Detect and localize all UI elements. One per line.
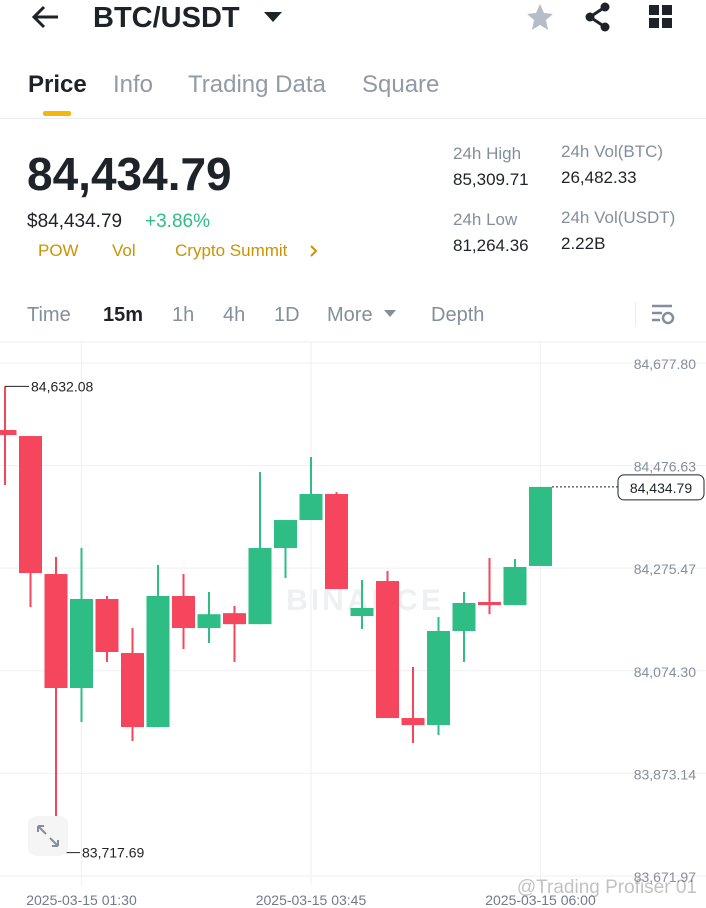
stat-value: 85,309.71 [453,170,529,189]
candle-body [223,613,246,625]
more-arrow [384,310,396,317]
extreme-label: 83,717.69 [82,845,144,861]
tag[interactable]: Crypto Summit [175,241,288,260]
candle-body [19,436,42,574]
y-tick-label: 84,074.30 [634,664,696,680]
favorite-star[interactable] [525,2,555,32]
interval[interactable]: Time [27,304,71,326]
candle-body [44,574,68,689]
candle-body [325,494,348,590]
stat-label: 24h Vol(BTC) [561,142,664,161]
interval[interactable]: 4h [223,304,246,326]
candle-body [197,614,221,629]
grid-menu[interactable] [648,4,674,30]
tab[interactable]: Square [362,71,440,98]
candle-body [478,602,501,606]
candle-body [248,548,272,625]
candle-body [146,596,170,728]
usd-price: $84,434.79 [27,211,123,232]
last-price: 84,434.79 [27,148,232,200]
price-change: +3.86% [145,211,210,232]
tab-indicator [43,111,71,116]
tab[interactable]: Trading Data [188,71,326,98]
stat-label: 24h Low [453,210,518,229]
candle-body [401,718,425,726]
pair-dropdown[interactable] [262,10,284,24]
tag[interactable]: Vol [112,241,136,260]
expand-button[interactable] [28,816,68,856]
candle-body [350,607,374,616]
expand-icon [37,825,59,847]
pair-title[interactable]: BTC/USDT [93,2,240,34]
candle-body [529,486,552,566]
interval[interactable]: Depth [431,304,485,326]
stat-value: 81,264.36 [453,236,529,255]
stat-label: 24h Vol(USDT) [561,208,676,227]
y-tick-label: 84,476.63 [634,459,696,475]
candle-body [376,581,399,719]
y-tick-label: 83,873.14 [634,766,696,782]
interval[interactable]: 15m [103,304,144,326]
last-price-label: 84,434.79 [630,480,692,496]
candle-body [172,596,195,629]
back-button[interactable] [30,4,62,30]
stat-label: 24h High [453,144,522,163]
stat-value: 2.22B [561,234,606,253]
tag[interactable]: POW [38,241,79,260]
watermark: @Trading Profiser 01 [517,877,697,898]
x-tick-label: 2025-03-15 03:45 [256,892,367,908]
divider [635,302,636,326]
interval[interactable]: 1h [172,304,195,326]
candle-body [427,630,450,726]
share-button[interactable] [583,2,613,32]
divider [0,118,706,119]
tab[interactable]: Info [113,71,154,98]
candle-body [299,494,323,521]
candle-body [70,599,93,689]
interval[interactable]: More [327,304,373,326]
extreme-label: 84,632.08 [31,378,93,394]
candle-body [503,566,527,606]
interval[interactable]: 1D [274,304,300,326]
candle-body [452,602,476,631]
y-tick-label: 83,671.97 [634,869,696,885]
candle-body [95,599,119,653]
candle-body [0,430,17,436]
last-price-box [617,474,705,501]
candle-body [274,520,297,549]
tab[interactable]: Price [28,71,87,98]
tag-arrow [310,245,318,257]
candle-body [121,653,144,728]
x-tick-label: 2025-03-15 01:30 [26,892,137,908]
chart-settings[interactable] [650,302,676,326]
y-tick-label: 84,275.47 [634,561,696,577]
y-tick-label: 84,677.80 [634,356,696,372]
stat-value: 26,482.33 [561,168,637,187]
x-tick-label: 2025-03-15 06:00 [485,892,596,908]
